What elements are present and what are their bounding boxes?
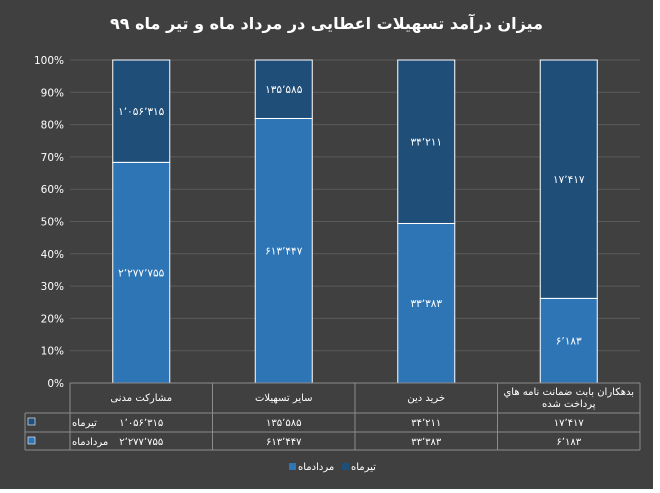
table-category-label: خرید دین [407,393,445,404]
table-value-tir: ۱٬۰۵۶٬۳۱۵ [119,418,163,429]
y-tick-label: 100% [34,55,64,67]
table-value-tir: ۱۳۵٬۵۸۵ [266,418,301,429]
table-category-label: مشارکت مدنی [110,393,172,404]
bar-segment-tir [254,59,313,119]
bar-segment-tir [539,59,598,299]
y-tick-label: 90% [41,87,64,99]
table-category-label: سایر تسهیلات [255,393,313,404]
y-tick-label: 10% [41,346,64,358]
legend-key-tir [342,463,349,470]
y-tick-label: 0% [47,378,64,390]
y-tick-label: 60% [41,184,64,196]
bar-segment-mordad [397,222,456,384]
data-label-tir: ۱۷٬۴۱۷ [553,174,585,186]
table-value-mordad: ۶۱۳٬۴۴۷ [266,437,302,448]
legend-label-mordad: مردادماه [298,462,334,473]
data-label-mordad: ۶٬۱۸۳ [556,336,582,348]
data-label-tir: ۱٬۰۵۶٬۳۱۵ [118,106,165,118]
legend-key-mordad [289,463,296,470]
table-value-mordad: ۳۳٬۳۸۳ [411,437,442,448]
legend-label-tir: تیرماه [351,462,376,473]
data-label-tir: ۳۴٬۲۱۱ [410,137,442,149]
data-label-mordad: ۳۳٬۳۸۳ [410,298,442,310]
chart-title: میزان درآمد تسهیلات اعطایی در مرداد ماه … [110,14,543,33]
table-value-mordad: ۶٬۱۸۳ [556,437,581,448]
table-category-label: بدهکاران بابت ضمانت نامه هاي پرداخت شده [503,387,634,410]
table-value-tir: ۳۴٬۲۱۱ [411,418,441,429]
y-tick-label: 30% [41,281,64,293]
bar-segment-mordad [539,297,598,384]
table-row-label-mordad: مردادماه [72,437,108,448]
y-tick-label: 40% [41,249,64,261]
y-tick-label: 50% [41,217,64,229]
y-tick-label: 80% [41,120,64,132]
table-category-line: بدهکاران بابت ضمانت نامه هاي [503,387,634,398]
table-row-label-tir: تیرماه [72,418,97,429]
data-label-mordad: ۲٬۲۷۷٬۷۵۵ [118,268,165,280]
y-tick-label: 20% [41,313,64,325]
table-legend-key-tir [27,417,36,426]
table-value-tir: ۱۷٬۴۱۷ [554,418,585,429]
table-legend-key-mordad [27,436,36,445]
bar-segment-tir [112,59,171,163]
table-category-line: پرداخت شده [542,399,596,410]
bar-segment-tir [397,59,456,224]
y-tick-label: 70% [41,152,64,164]
data-label-mordad: ۶۱۳٬۴۴۷ [265,246,303,258]
table-value-mordad: ۲٬۲۷۷٬۷۵۵ [119,437,163,448]
data-label-tir: ۱۳۵٬۵۸۵ [265,84,303,96]
